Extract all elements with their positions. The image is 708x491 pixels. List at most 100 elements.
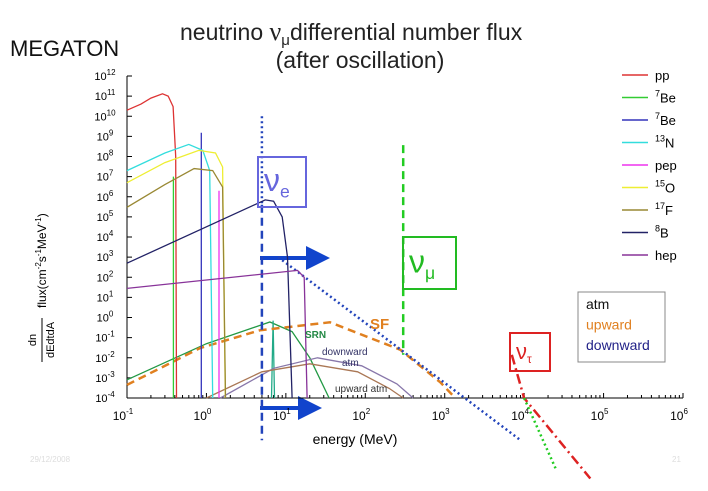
x-tick-label: 106 (670, 407, 688, 423)
y-label-part: -1 (34, 249, 43, 257)
y-tick-power: 8 (109, 149, 114, 158)
legend-isotope: 7 (655, 89, 660, 99)
y-tick-power: 7 (109, 169, 114, 178)
series-line (126, 93, 178, 399)
legend-label: pp (655, 68, 669, 83)
corner-label: MEGATON (10, 36, 119, 61)
atm-legend-label: atm (586, 296, 609, 312)
x-tick-base: 10 (670, 409, 684, 423)
x-tick-base: 10 (113, 409, 127, 423)
curve-label: upward atm (335, 384, 387, 395)
y-tick-label: 1011 (95, 88, 116, 103)
y-tick-power: -4 (108, 390, 116, 399)
y-label-num: dn (27, 334, 39, 346)
legend-isotope: 15 (655, 179, 665, 189)
y-tick-label: 103 (97, 249, 114, 264)
y-tick-base: 10 (97, 152, 109, 164)
curve-label: SRN (305, 330, 326, 341)
atm-legend-label: upward (586, 317, 632, 333)
y-tick-base: 10 (97, 192, 109, 204)
chart-title: neutrino νμdifferential number flux (180, 17, 523, 49)
y-tick-base: 10 (97, 272, 109, 284)
y-tick-base: 10 (94, 71, 106, 83)
y-tick-base: 10 (97, 252, 109, 264)
flavor-label: ντ (516, 339, 532, 366)
y-tick-label: 1010 (94, 108, 116, 123)
flavor-box (509, 332, 551, 372)
flavor-sub: μ (425, 263, 435, 283)
x-tick-power: 1 (286, 407, 291, 416)
title-rest: differential number flux (290, 19, 523, 45)
y-tick-base: 10 (97, 313, 109, 325)
x-tick-power: 5 (604, 407, 609, 416)
y-label: flux(cm-2s-1MeV-1) (34, 213, 49, 308)
y-tick-base: 10 (95, 333, 107, 345)
y-tick-base: 10 (95, 393, 107, 405)
y-tick-label: 106 (97, 189, 114, 204)
flavor-symbol: ν (264, 162, 280, 198)
x-tick-power: 6 (683, 407, 688, 416)
y-tick-power: -1 (108, 330, 116, 339)
y-tick-label: 107 (97, 169, 114, 184)
y-tick-base: 10 (97, 232, 109, 244)
legend-name: Be (660, 91, 676, 106)
atm-legend-label: downward (586, 337, 650, 353)
title-symbol-sub: μ (281, 32, 290, 49)
series-line (126, 199, 293, 399)
y-tick-label: 105 (97, 209, 114, 224)
curve (126, 321, 330, 399)
x-tick-label: 102 (352, 407, 370, 423)
y-tick-power: 6 (109, 189, 114, 198)
flavor-sub: τ (527, 352, 532, 366)
y-tick-power: 12 (107, 68, 116, 77)
x-tick-label: 101 (273, 407, 291, 423)
legend-label: 13N (655, 134, 674, 151)
title-symbol: ν (270, 17, 282, 46)
y-tick-label: 108 (97, 149, 114, 164)
y-tick-label: 1012 (94, 68, 116, 83)
legend-name: O (665, 181, 675, 196)
y-tick-power: 5 (109, 209, 114, 218)
y-tick-power: 11 (107, 88, 116, 97)
y-tick-power: 2 (109, 269, 114, 278)
flavor-symbol: ν (409, 243, 425, 279)
title-text: neutrino (180, 19, 270, 45)
flavor-label: νμ (409, 243, 435, 282)
flavor-sub: e (280, 181, 290, 201)
legend-label: hep (655, 248, 677, 263)
legend-label: 15O (655, 179, 675, 196)
flavor-label: νe (264, 162, 290, 201)
y-tick-base: 10 (97, 212, 109, 224)
x-tick-base: 10 (432, 409, 446, 423)
y-tick-label: 10-4 (95, 390, 115, 405)
curve (270, 320, 276, 399)
series-line (126, 269, 308, 399)
y-tick-base: 10 (95, 353, 107, 365)
y-label-part: flux(cm (35, 269, 49, 308)
x-tick-base: 10 (273, 409, 287, 423)
y-tick-power: 4 (109, 229, 114, 238)
y-tick-base: 10 (94, 111, 106, 123)
x-tick-base: 10 (511, 409, 525, 423)
x-tick-label: 105 (591, 407, 609, 423)
legend-label: pep (655, 158, 677, 173)
y-tick-base: 10 (95, 91, 107, 103)
legend-label: 7Be (655, 89, 676, 106)
curve-label: atm (342, 358, 359, 369)
y-tick-label: 109 (97, 128, 114, 143)
x-tick-base: 10 (591, 409, 605, 423)
legend-isotope: 7 (655, 111, 660, 121)
legend-label: 8B (655, 224, 669, 241)
flavor-symbol: ν (516, 339, 527, 364)
y-tick-label: 10-2 (95, 350, 115, 365)
x-tick-label: 103 (432, 407, 450, 423)
y-tick-label: 10-3 (95, 370, 115, 385)
curve (220, 357, 414, 399)
y-tick-label: 100 (97, 310, 114, 325)
y-tick-power: 1 (109, 289, 114, 298)
legend-name: pep (655, 158, 677, 173)
x-tick-power: 4 (525, 407, 530, 416)
y-tick-base: 10 (97, 292, 109, 304)
footer-date: 29/12/2008 (30, 455, 71, 464)
